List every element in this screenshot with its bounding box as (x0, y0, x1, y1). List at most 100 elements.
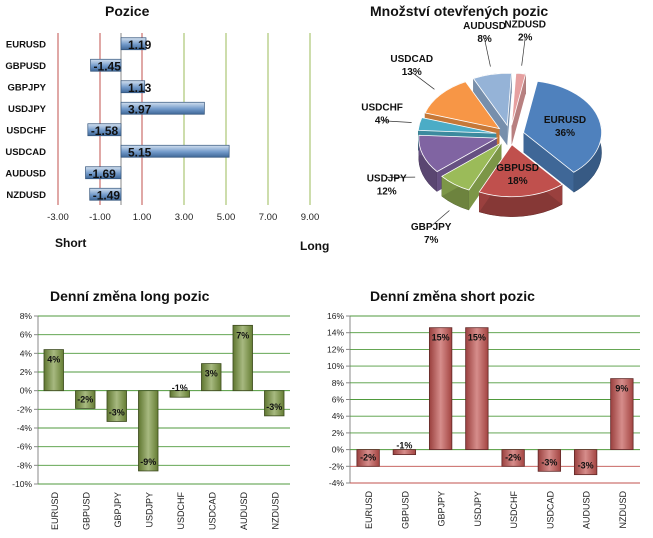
data-label: -1.49 (93, 188, 121, 202)
x-tick-label: 9.00 (301, 212, 320, 223)
y-tick-label: 0% (20, 386, 33, 396)
y-tick-label: -8% (17, 460, 33, 470)
bar (201, 363, 222, 392)
x-tick-label: -3.00 (47, 212, 69, 223)
pie-label: GBPUSD (496, 163, 539, 174)
x-tick-label: 7.00 (259, 212, 278, 223)
bar (120, 101, 205, 115)
x-tick-label: GBPJPY (437, 491, 447, 527)
data-label: -1.45 (94, 59, 122, 73)
pie-slice (417, 117, 497, 134)
data-label: -1% (396, 441, 412, 451)
category-label: GBPJPY (7, 82, 46, 93)
x-tick-label: USDCAD (545, 491, 555, 530)
category-label: USDCAD (5, 147, 46, 158)
bar (120, 144, 230, 158)
x-tick-label: USDCHF (509, 490, 519, 528)
bar (537, 449, 562, 472)
data-label: -1.58 (91, 124, 119, 138)
y-tick-label: 14% (327, 328, 344, 338)
pozice-panel: Pozice -3.00 -1.00 1.00 3.00 5.00 7.00 9.00 EUR… (0, 0, 330, 262)
pie-label: USDCAD (390, 54, 433, 65)
pie-value-label: 8% (477, 34, 492, 45)
y-tick-label: -10% (12, 479, 32, 489)
bar (138, 390, 159, 472)
pie-panel: Množství otevřených pozic EURUSD 36% GBPUS… (330, 0, 653, 262)
x-tick-label: USDCHF (176, 491, 186, 529)
x-tick-label: EURUSD (364, 491, 374, 530)
bar (106, 390, 127, 422)
pie-label: USDCHF (361, 103, 403, 114)
bar (392, 449, 417, 456)
bar (90, 58, 122, 72)
category-label: USDCHF (6, 125, 46, 136)
y-tick-label: 12% (327, 344, 344, 354)
y-tick-label: -6% (17, 442, 33, 452)
short-panel: Denní změna short pozic 16% 14% 12% 10% 8% 6%… (310, 280, 653, 538)
pie-slice (424, 81, 501, 130)
data-label: 3% (205, 369, 218, 379)
data-label: 5.15 (128, 145, 152, 159)
pie-title: Množství otevřených pozic (370, 3, 549, 19)
bar (428, 327, 453, 451)
y-tick-label: -2% (329, 461, 345, 471)
x-tick-label: AUDUSD (582, 491, 592, 530)
data-label: -3% (109, 407, 125, 417)
y-tick-label: 8% (20, 311, 33, 321)
pozice-title: Pozice (105, 3, 150, 19)
bar (610, 378, 634, 450)
pie-slice (418, 134, 499, 173)
bar (169, 390, 190, 398)
data-label: -3% (541, 457, 557, 467)
y-tick-label: 6% (332, 395, 345, 405)
pie-slice (472, 73, 512, 127)
category-label: AUDUSD (5, 168, 46, 179)
bar (75, 390, 96, 409)
short-title: Denní změna short pozic (370, 288, 535, 304)
short-label: Short (55, 236, 86, 250)
bar (43, 349, 64, 392)
x-tick-label: -1.00 (89, 212, 111, 223)
x-tick-label: 1.00 (133, 212, 152, 223)
pie-value-label: 2% (518, 33, 533, 44)
y-tick-label: 4% (332, 411, 345, 421)
pie-leader-line (382, 120, 412, 123)
data-label: -9% (140, 457, 156, 467)
y-tick-label: -4% (329, 478, 345, 488)
y-tick-label: 10% (327, 361, 344, 371)
long-label: Long (300, 239, 329, 253)
pozice-chart: -3.00 -1.00 1.00 3.00 5.00 7.00 9.00 EURUSD 1.19… (5, 33, 329, 253)
x-tick-label: GBPUSD (81, 492, 91, 531)
x-tick-label: GBPUSD (400, 491, 410, 530)
y-tick-label: 4% (20, 348, 33, 358)
y-tick-label: 0% (332, 445, 345, 455)
y-tick-label: -2% (17, 404, 33, 414)
bar (120, 80, 146, 94)
bar (465, 327, 489, 451)
category-label: GBPUSD (5, 61, 46, 72)
data-label: 3.97 (128, 102, 152, 116)
pie-chart: EURUSD 36% GBPUSD 18% GBPJPY 7% USDJPY 12% USDCH… (361, 20, 602, 246)
pie-value-label: 18% (508, 176, 528, 187)
y-tick-label: 2% (20, 367, 33, 377)
bar (264, 390, 285, 417)
bar (85, 166, 122, 180)
pie-leader-line (430, 210, 450, 227)
data-label: 1.13 (128, 81, 152, 95)
x-tick-label: AUDUSD (239, 492, 249, 531)
x-tick-label: USDJPY (144, 492, 154, 528)
x-tick-label: 3.00 (175, 212, 194, 223)
pie-value-label: 13% (402, 67, 422, 78)
x-tick-label: GBPJPY (113, 492, 123, 528)
long-panel: Denní změna long pozic 8% 6% 4% 2% 0% -2% -4% -… (0, 280, 310, 538)
x-tick-label: 5.00 (217, 212, 236, 223)
pie-slice-wall (507, 73, 512, 146)
long-chart: 8% 6% 4% 2% 0% -2% -4% -6% -8% -10% 4% EURUSD -2% GBP… (12, 311, 290, 531)
y-tick-label: 8% (332, 378, 345, 388)
category-label: USDJPY (8, 104, 47, 115)
pie-label: AUDUSD (463, 21, 506, 32)
bar (501, 449, 525, 467)
data-label: -2% (360, 452, 376, 462)
pie-slice-wall (523, 132, 574, 193)
y-tick-label: 2% (332, 428, 345, 438)
